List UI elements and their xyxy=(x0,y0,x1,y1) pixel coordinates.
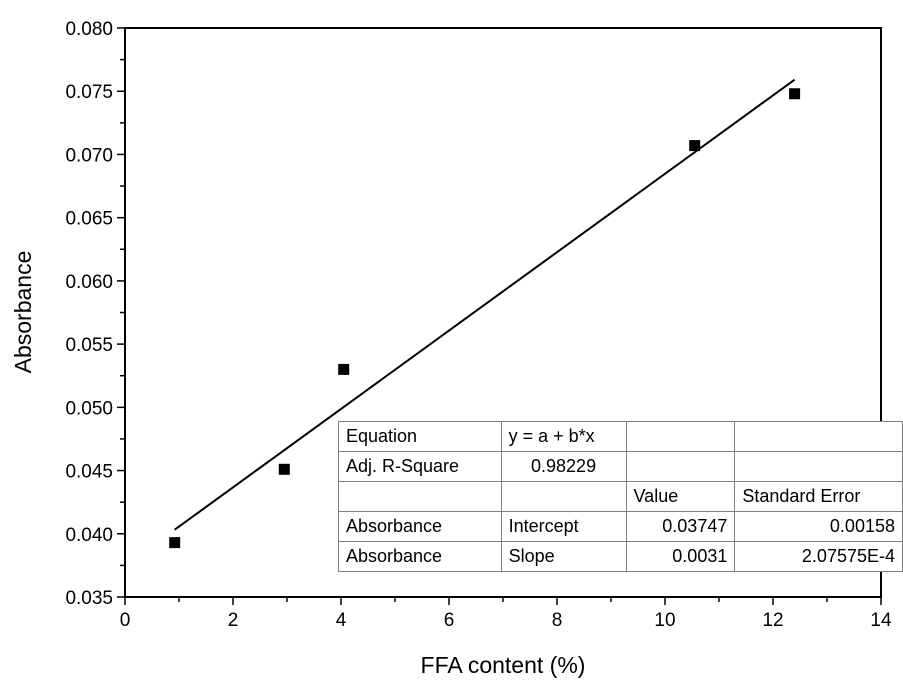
y-tick-label: 0.040 xyxy=(65,525,113,546)
data-point xyxy=(169,537,181,549)
y-axis: 0.035 0.040 0.045 0.050 0.055 0.060 0.065 0.070… xyxy=(65,19,125,609)
fit-table-cell xyxy=(625,451,736,482)
x-axis-title: FFA content (%) xyxy=(421,652,586,678)
fit-table-cell xyxy=(500,481,627,512)
data-point xyxy=(689,140,701,152)
y-tick-label: 0.055 xyxy=(65,335,113,356)
fit-table-row: Absorbance Intercept 0.03747 0.00158 xyxy=(338,511,903,542)
y-tick-label: 0.035 xyxy=(65,588,113,609)
y-tick-label: 0.070 xyxy=(65,145,113,166)
fit-table-cell xyxy=(338,481,502,512)
fit-table-cell: y = a + b*x xyxy=(500,421,627,452)
x-tick-label: 2 xyxy=(228,610,239,631)
x-tick-label: 6 xyxy=(444,610,455,631)
fit-table-cell: 0.00158 xyxy=(734,511,903,542)
fit-table-cell: Adj. R-Square xyxy=(338,451,502,482)
fit-table-row: Value Standard Error xyxy=(338,481,903,512)
x-tick-label: 0 xyxy=(120,610,131,631)
y-tick-label: 0.060 xyxy=(65,272,113,293)
fit-table-cell xyxy=(734,451,903,482)
x-tick-label: 4 xyxy=(336,610,347,631)
fit-table-cell xyxy=(734,421,903,452)
x-tick-label: 10 xyxy=(654,610,675,631)
y-tick-label: 0.080 xyxy=(65,19,113,40)
fit-table-cell: Equation xyxy=(338,421,502,452)
fit-table-cell: Intercept xyxy=(500,511,627,542)
y-tick-label: 0.075 xyxy=(65,82,113,103)
fit-table-cell: 0.98229 xyxy=(500,451,627,482)
data-point xyxy=(278,463,290,475)
fit-table-row: Equation y = a + b*x xyxy=(338,421,903,452)
fit-table-cell: Slope xyxy=(500,541,627,572)
x-tick-label: 8 xyxy=(552,610,563,631)
x-tick-label: 14 xyxy=(870,610,892,631)
fit-table-cell xyxy=(625,421,736,452)
fit-line xyxy=(174,78,796,531)
fit-table-cell: 0.0031 xyxy=(625,541,736,572)
fit-table-row: Absorbance Slope 0.0031 2.07575E-4 xyxy=(338,541,903,572)
data-point xyxy=(338,363,350,375)
data-point xyxy=(789,88,801,100)
y-tick-label: 0.065 xyxy=(65,209,113,230)
y-tick-label: 0.050 xyxy=(65,398,113,419)
fit-results-table: Equation y = a + b*x Adj. R-Square 0.98229 V… xyxy=(338,421,903,572)
fit-table-cell: Standard Error xyxy=(734,481,903,512)
x-tick-label: 12 xyxy=(762,610,783,631)
y-axis-title: Absorbance xyxy=(10,251,36,374)
fit-table-cell: 0.03747 xyxy=(625,511,736,542)
fit-table-row: Adj. R-Square 0.98229 xyxy=(338,451,903,482)
x-axis: 0 2 4 6 8 10 12 14 xyxy=(120,597,892,631)
fit-table-cell: Value xyxy=(625,481,736,512)
y-tick-label: 0.045 xyxy=(65,462,113,483)
fit-table-cell: 2.07575E-4 xyxy=(734,541,903,572)
fit-table-cell: Absorbance xyxy=(338,541,502,572)
data-points xyxy=(169,88,801,549)
fit-table-cell: Absorbance xyxy=(338,511,502,542)
